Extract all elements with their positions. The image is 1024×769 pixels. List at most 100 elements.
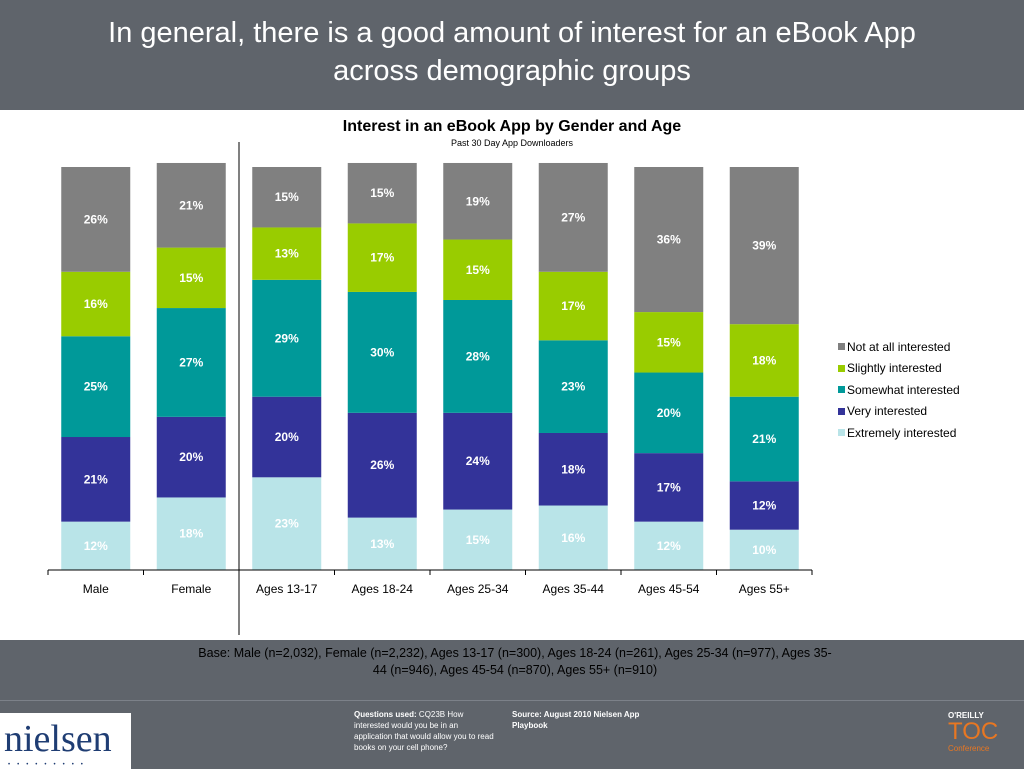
bar-data-label: 23% [275,517,299,531]
bar-data-label: 26% [370,458,394,472]
bar-segment [538,340,608,433]
bar-data-label: 15% [179,271,203,285]
bar-data-label: 16% [561,531,585,545]
bar-segment [61,437,131,522]
legend-swatch [838,364,845,372]
toc-sub: Conference [948,744,990,753]
bar-data-label: 17% [370,251,394,265]
bar-data-label: 28% [466,349,490,363]
x-tick-label: Ages 45-54 [638,582,700,596]
questions-label: Questions used: [354,710,417,719]
bar-data-label: 29% [275,331,299,345]
legend-swatch [838,407,845,415]
bar-segment [252,227,322,280]
bar-segment [634,167,704,313]
x-tick-label: Ages 13-17 [256,582,318,596]
bar-data-label: 12% [657,539,681,553]
base-note-line2: 44 (n=946), Ages 45-54 (n=870), Ages 55+… [372,663,658,677]
legend-item: Slightly interested [838,358,960,380]
bar-segment [538,271,608,341]
bar-data-label: 16% [84,297,108,311]
bar-segment [61,271,131,337]
bar-data-label: 27% [179,355,203,369]
bar-data-label: 13% [370,537,394,551]
bar-segment [538,505,608,570]
slide-title-line1: In general, there is a good amount of in… [108,17,916,49]
nielsen-logo: nielsen ••••••••• [0,713,131,769]
bar-data-label: 21% [752,432,776,446]
x-tick-label: Female [171,582,211,596]
base-note-line1: Base: Male (n=2,032), Female (n=2,232), … [198,646,832,660]
legend-item: Somewhat interested [838,379,960,401]
bar-data-label: 20% [275,430,299,444]
legend-label: Slightly interested [847,361,942,376]
bar-data-label: 18% [752,353,776,367]
bar-segment [729,481,799,530]
bar-data-label: 20% [657,406,681,420]
bar-data-label: 23% [561,380,585,394]
legend-item: Very interested [838,401,960,423]
bar-segment [347,223,417,292]
bar-data-label: 13% [275,247,299,261]
nielsen-logo-dots: ••••••••• [8,762,90,768]
bar-segment [347,162,417,224]
bar-data-label: 24% [466,454,490,468]
bar-data-label: 15% [275,190,299,204]
bar-segment [634,372,704,454]
questions-used: Questions used: CQ23B How interested wou… [354,709,494,753]
legend-item: Not at all interested [838,336,960,358]
source-note: Source: August 2010 Nielsen App Playbook [512,710,640,730]
bar-segment [156,162,226,248]
bar-segment [729,529,799,570]
x-tick-label: Ages 55+ [739,582,790,596]
bar-segment [252,477,322,570]
bar-segment [61,336,131,438]
bar-segment [443,239,513,300]
bar-data-label: 17% [657,480,681,494]
bar-data-label: 21% [179,198,203,212]
bar-data-label: 25% [84,380,108,394]
bar-segment [61,167,131,272]
toc-conference-logo: O'REILLY TOC Conference [948,711,1008,753]
bar-segment [347,291,417,413]
bar-segment [252,279,322,397]
bar-data-label: 20% [179,450,203,464]
bar-segment [156,247,226,309]
toc-brand: O'REILLY [948,711,984,720]
bar-segment [729,324,799,397]
bar-segment [538,162,608,272]
bar-data-label: 12% [84,539,108,553]
legend-swatch [838,429,845,437]
bar-data-label: 27% [561,210,585,224]
bar-data-label: 19% [466,194,490,208]
bar-segment [156,308,226,417]
slide-title: In general, there is a good amount of in… [40,14,984,90]
legend-label: Somewhat interested [847,382,960,397]
legend-label: Extremely interested [847,425,957,440]
bar-data-label: 17% [561,299,585,313]
bar-data-label: 18% [561,462,585,476]
chart-legend: Not at all interested Slightly interested… [838,336,960,444]
questions-text: CQ23B How interested would you be in an … [354,710,494,752]
bar-segment [634,453,704,522]
bar-data-label: 21% [84,472,108,486]
nielsen-logo-text: nielsen [4,718,112,760]
legend-swatch [838,386,845,394]
bar-segment [729,396,799,482]
x-tick-label: Ages 18-24 [352,582,414,596]
bar-segment [347,412,417,518]
bar-data-label: 15% [370,186,394,200]
bar-segment [252,396,322,478]
toc-main: TOC [948,718,999,745]
bar-data-label: 39% [752,239,776,253]
bar-data-label: 15% [466,263,490,277]
x-tick-label: Male [83,582,109,596]
x-tick-label: Ages 35-44 [543,582,605,596]
bar-segment [538,432,608,506]
legend-label: Not at all interested [847,339,951,354]
slide-title-line2: across demographic groups [333,55,691,87]
bar-segment [252,167,322,228]
stacked-bar-chart: 12% 21% 25% 16% 26% Male 18% 20% 27% 15% 21% Female… [47,142,813,635]
bar-segment [443,509,513,570]
bar-data-label: 18% [179,527,203,541]
